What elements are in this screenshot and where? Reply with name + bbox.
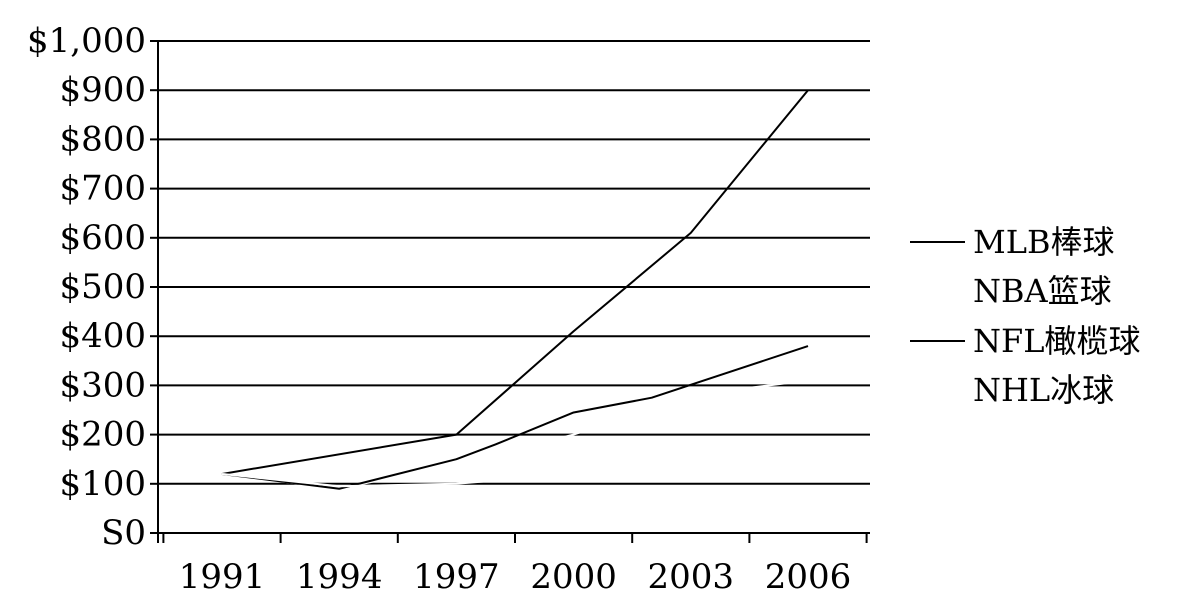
y-tick-label-8: $800 [59, 119, 146, 159]
x-tick-label-0: 1991 [179, 557, 266, 597]
series-line-3 [221, 472, 574, 488]
y-tick-label-7: $700 [59, 169, 146, 209]
legend: MLB棒球 NBA篮球 NFL橄榄球 NHL冰球 [910, 223, 1140, 409]
legend-label-1: NBA篮球 [973, 272, 1112, 310]
x-tick-label-2: 1997 [413, 557, 500, 597]
y-tick-label-3: $300 [59, 365, 146, 405]
x-tick-label-3: 2000 [530, 557, 617, 597]
x-tick-label-1: 1994 [296, 557, 383, 597]
y-tick-label-1: $100 [59, 464, 146, 504]
legend-label-0: MLB棒球 [973, 223, 1115, 261]
y-tick-label-10: $1,000 [27, 21, 146, 61]
y-tick-label-2: $200 [59, 415, 146, 455]
legend-label-2: NFL橄榄球 [973, 322, 1140, 360]
y-tick-label-0: S0 [101, 513, 146, 553]
x-tick-label-4: 2003 [648, 557, 735, 597]
x-tick-label-5: 2006 [765, 557, 852, 597]
y-tick-labels: S0 $100 $200 $300 $400 $500 $600 $700 $800 $900 $1… [27, 21, 146, 553]
series-line-0 [221, 89, 809, 475]
y-tick-label-9: $900 [59, 70, 146, 110]
gridlines [158, 40, 870, 485]
axes [150, 40, 870, 543]
series-lines [221, 89, 809, 490]
y-tick-label-5: $500 [59, 267, 146, 307]
y-tick-label-4: $400 [59, 316, 146, 356]
x-tick-labels: 1991 1994 1997 2000 2003 2006 [179, 557, 852, 597]
y-tick-label-6: $600 [59, 218, 146, 258]
legend-label-3: NHL冰球 [973, 371, 1114, 409]
series-line-2 [221, 345, 809, 490]
